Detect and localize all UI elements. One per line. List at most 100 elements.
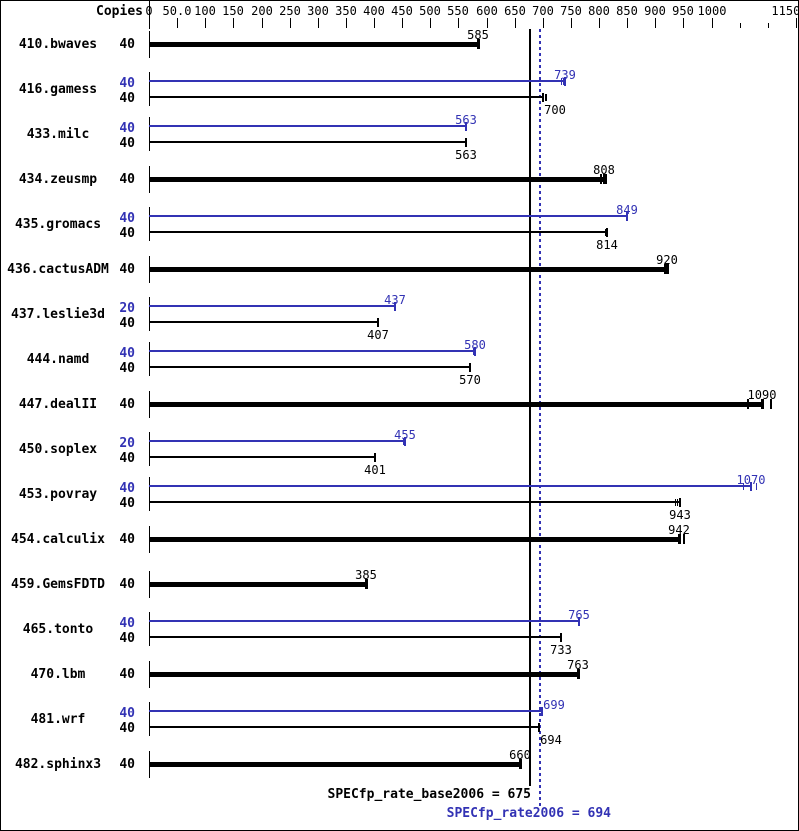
axis-line [149, 612, 150, 646]
copies-label: 40 [119, 361, 135, 376]
axis-tick-label: 400 [363, 4, 385, 18]
benchmark-label: 434.zeusmp [18, 172, 98, 187]
value-label: 580 [464, 338, 486, 352]
bar-base-450.soplex [149, 456, 375, 458]
benchmark-label: 447.dealII [18, 397, 98, 412]
benchmark-label: 436.cactusADM [7, 262, 109, 277]
axis-tick [796, 18, 797, 28]
bar-base-465.tonto [149, 636, 561, 638]
benchmark-label: 433.milc [26, 127, 90, 142]
axis-tick-label: 600 [476, 4, 498, 18]
run-mark [545, 94, 546, 101]
bar-end-cap [606, 228, 608, 237]
axis-line [149, 207, 150, 241]
value-label: 942 [668, 523, 690, 537]
benchmark-label: 470.lbm [30, 667, 86, 682]
value-label: 1090 [747, 388, 777, 402]
value-label: 733 [550, 643, 572, 657]
axis-tick [233, 18, 234, 28]
value-label: 455 [394, 428, 416, 442]
copies-label: 40 [119, 262, 135, 277]
copies-label: 40 [119, 172, 135, 187]
axis-tick-label: 150 [222, 4, 244, 18]
axis-tick [571, 18, 572, 28]
value-label: 437 [384, 293, 406, 307]
copies-label: 40 [119, 481, 135, 496]
copies-label: 40 [119, 496, 135, 511]
axis-tick [683, 18, 684, 28]
reference-line-peak [539, 29, 541, 807]
bar-end-cap [474, 347, 476, 356]
peak-result-label: SPECfp_rate2006 = 694 [446, 806, 611, 821]
benchmark-label: 444.namd [26, 352, 90, 367]
run-mark [756, 483, 757, 490]
benchmark-label: 453.povray [18, 487, 98, 502]
bar-end-cap [678, 534, 681, 544]
benchmark-label: 459.GemsFDTD [11, 577, 105, 592]
axis-tick [712, 18, 713, 28]
copies-label: 20 [119, 301, 135, 316]
copies-label: 40 [119, 616, 135, 631]
copies-label: 40 [119, 397, 135, 412]
axis-tick [458, 18, 459, 28]
copies-label: 40 [119, 631, 135, 646]
axis-tick-label: 500 [419, 4, 441, 18]
bar-end-cap [679, 498, 681, 507]
bar-base-434.zeusmp [149, 177, 604, 182]
axis-line [149, 702, 150, 736]
bar-peak-435.gromacs [149, 215, 627, 217]
benchmark-label: 437.leslie3d [11, 307, 105, 322]
bar-end-cap [564, 77, 566, 86]
run-mark [605, 229, 606, 236]
axis-tick-label: 650 [504, 4, 526, 18]
bar-peak-437.leslie3d [149, 305, 395, 307]
axis-tick-label: 200 [251, 4, 273, 18]
axis-tick [290, 18, 291, 28]
run-mark [675, 499, 676, 506]
bar-end-cap [626, 212, 628, 221]
copies-label: 40 [119, 757, 135, 772]
value-label: 763 [567, 658, 589, 672]
copies-label: 40 [119, 451, 135, 466]
axis-tick [740, 23, 741, 28]
bar-base-459.GemsFDTD [149, 582, 366, 587]
value-label: 699 [543, 698, 565, 712]
value-label: 814 [596, 238, 618, 252]
axis-tick-label: 350 [335, 4, 357, 18]
run-mark [605, 174, 607, 184]
axis-tick-label: 450 [391, 4, 413, 18]
axis-tick-label: 100 [194, 4, 216, 18]
copies-label: 40 [119, 577, 135, 592]
value-label: 765 [568, 608, 590, 622]
copies-label: 40 [119, 121, 135, 136]
value-label: 920 [656, 253, 678, 267]
bar-end-cap [666, 264, 669, 274]
bar-end-cap [541, 707, 543, 716]
bar-peak-481.wrf [149, 710, 542, 712]
axis-line [149, 117, 150, 151]
axis-tick [515, 18, 516, 28]
bar-end-cap [538, 723, 540, 732]
copies-label: 40 [119, 211, 135, 226]
run-mark [403, 438, 404, 445]
axis-tick-label: 1000 [697, 4, 727, 18]
bar-base-435.gromacs [149, 231, 607, 233]
axis-tick [627, 18, 628, 28]
benchmark-label: 435.gromacs [14, 217, 102, 232]
run-mark [473, 348, 474, 355]
value-label: 1070 [736, 473, 766, 487]
axis-tick [177, 18, 178, 28]
value-label: 660 [509, 748, 531, 762]
value-label: 585 [467, 28, 489, 42]
bar-base-447.dealII [149, 402, 762, 407]
bar-peak-433.milc [149, 125, 466, 127]
copies-label: 20 [119, 436, 135, 451]
axis-tick [402, 18, 403, 28]
benchmark-label: 465.tonto [22, 622, 94, 637]
axis-tick-label: 550 [447, 4, 469, 18]
run-mark [600, 174, 602, 184]
benchmark-label: 454.calculix [11, 532, 105, 547]
value-label: 943 [669, 508, 691, 522]
bar-base-433.milc [149, 141, 466, 143]
